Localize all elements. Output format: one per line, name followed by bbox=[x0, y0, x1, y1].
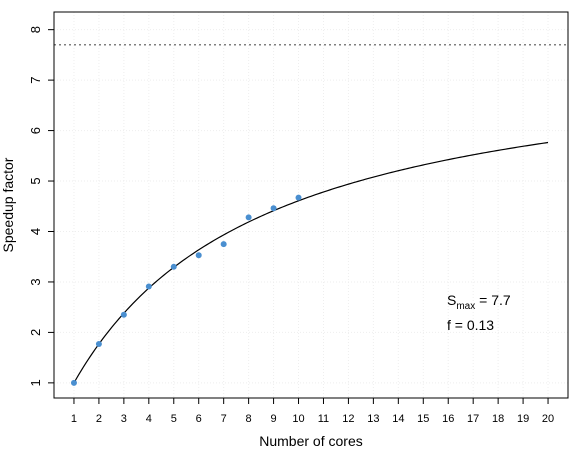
data-point bbox=[120, 311, 127, 318]
f-annotation: f = 0.13 bbox=[447, 317, 494, 333]
x-tick-label: 6 bbox=[196, 413, 202, 425]
smax-symbol: S bbox=[447, 292, 456, 308]
x-tick-label: 11 bbox=[318, 413, 329, 425]
x-tick-label: 17 bbox=[467, 413, 479, 425]
y-tick-label: 7 bbox=[28, 77, 43, 84]
x-tick-label: 5 bbox=[171, 413, 177, 425]
x-tick-label: 3 bbox=[121, 413, 127, 425]
x-axis-title: Number of cores bbox=[259, 433, 362, 449]
y-tick-label: 8 bbox=[28, 26, 43, 33]
x-tick-label: 4 bbox=[146, 413, 152, 425]
data-point bbox=[295, 194, 302, 201]
x-tick-label: 14 bbox=[392, 413, 404, 425]
x-tick-label: 1 bbox=[71, 413, 77, 425]
x-axis: 1 2 3 4 5 6 7 8 9 10 11 12 13 14 15 16 17 18 19 20 bbox=[71, 398, 554, 425]
y-axis-title: Speedup factor bbox=[0, 157, 16, 252]
y-tick-label: 3 bbox=[28, 278, 43, 285]
data-point bbox=[270, 205, 277, 212]
smax-annotation: Smax = 7.7 bbox=[447, 292, 511, 312]
x-tick-label: 15 bbox=[417, 413, 429, 425]
data-point bbox=[95, 341, 102, 348]
x-tick-label: 10 bbox=[292, 413, 304, 425]
smax-value: = 7.7 bbox=[475, 292, 511, 308]
y-tick-label: 1 bbox=[28, 379, 43, 386]
x-tick-label: 8 bbox=[246, 413, 252, 425]
x-tick-label: 13 bbox=[367, 413, 379, 425]
data-point bbox=[170, 263, 177, 270]
data-points bbox=[70, 194, 302, 386]
y-tick-label: 4 bbox=[28, 228, 43, 235]
x-tick-label: 20 bbox=[542, 413, 554, 425]
y-tick-label: 6 bbox=[28, 127, 43, 134]
x-tick-label: 16 bbox=[442, 413, 454, 425]
data-point bbox=[145, 283, 152, 290]
data-point bbox=[195, 252, 202, 259]
y-axis: 1 2 3 4 5 6 7 8 bbox=[28, 26, 54, 386]
data-point bbox=[245, 214, 252, 221]
x-tick-label: 2 bbox=[96, 413, 102, 425]
y-tick-label: 5 bbox=[28, 177, 43, 184]
x-tick-label: 18 bbox=[492, 413, 504, 425]
x-tick-label: 7 bbox=[221, 413, 227, 425]
y-tick-label: 2 bbox=[28, 329, 43, 336]
data-point bbox=[70, 379, 77, 386]
smax-subscript: max bbox=[456, 301, 475, 312]
x-tick-label: 19 bbox=[517, 413, 529, 425]
plot-frame bbox=[53, 11, 569, 399]
x-tick-label: 12 bbox=[342, 413, 354, 425]
x-tick-label: 9 bbox=[271, 413, 277, 425]
data-point bbox=[220, 241, 227, 248]
amdahl-fit-curve bbox=[73, 141, 549, 384]
grid-lines bbox=[54, 12, 568, 398]
